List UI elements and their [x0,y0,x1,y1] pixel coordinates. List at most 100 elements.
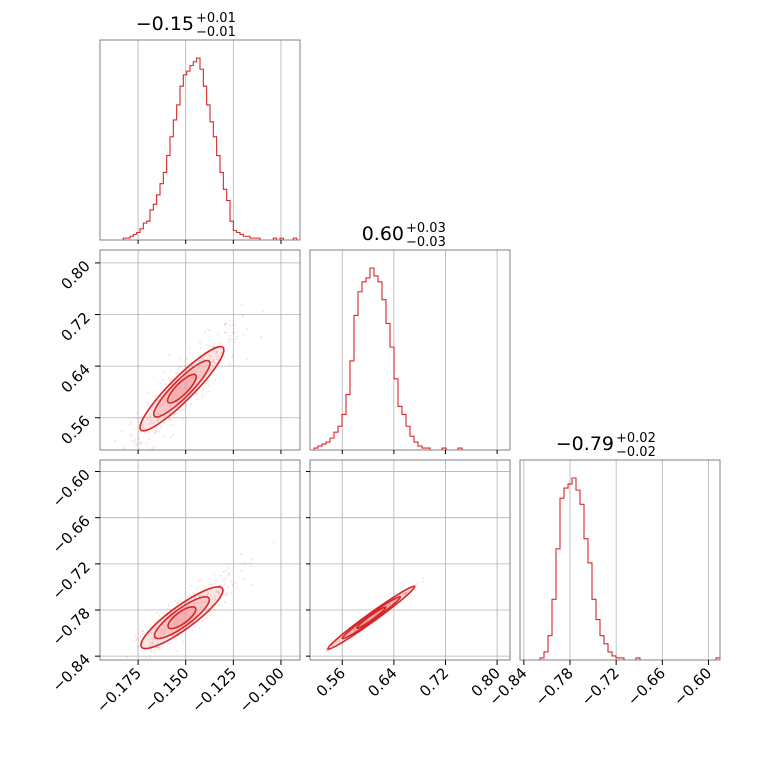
sample-point [196,398,199,401]
sample-point [155,426,158,429]
sample-point [167,618,170,621]
sample-point [136,443,139,446]
sample-point [404,591,407,594]
sample-point [167,376,170,379]
sample-point [138,447,141,450]
sample-point [334,642,337,645]
sample-point [178,627,181,630]
sample-point [125,655,128,658]
sample-point [190,618,193,621]
sample-point [198,626,201,629]
sample-point [207,390,210,393]
sample-point [186,595,189,598]
sample-point [185,358,188,361]
sample-point [137,437,140,440]
sample-point [153,432,156,435]
sample-point [218,584,221,587]
sample-point [388,603,391,606]
sample-point [204,601,207,604]
sample-point [395,598,398,601]
sample-point [113,665,115,667]
sample-point [233,331,236,334]
sample-point [135,453,137,455]
sample-point [354,627,357,630]
sample-point [213,352,216,355]
sample-point [179,357,182,360]
sample-point [153,628,156,631]
sample-point [198,341,201,344]
sample-point [228,573,231,576]
sample-point [404,593,407,596]
histogram-2 [520,477,720,660]
sample-point [348,631,351,634]
sample-point [157,647,160,650]
sample-point [160,628,163,631]
sample-point [193,615,196,618]
sample-point [348,631,351,634]
sample-point [150,644,153,647]
sample-point [223,331,226,334]
sample-point [202,600,205,603]
sample-point [388,603,391,606]
sample-point [134,639,137,642]
sample-point [386,605,389,608]
sample-point [405,592,408,595]
sample-point [150,637,153,640]
sample-point [139,667,141,669]
sample-point [151,641,154,644]
sample-point [203,358,206,361]
sample-point [213,608,216,611]
sample-point [159,382,162,385]
sample-point [160,395,163,398]
sample-point [208,583,211,586]
sample-point [213,342,216,345]
sample-point [225,592,228,595]
sample-point [405,591,408,594]
sample-point [175,649,178,652]
sample-point [126,464,128,466]
sample-point [149,648,152,651]
sample-point [154,626,157,629]
x-tick-label: −0.150 [141,664,193,716]
sample-point [388,603,391,606]
sample-point [195,392,198,395]
sample-point [272,541,275,544]
sample-point [351,630,354,633]
sample-point [159,631,162,634]
sample-point [199,579,202,582]
sample-point [222,580,225,583]
sample-point [335,641,338,644]
sample-point [385,605,388,608]
sample-point [190,370,193,373]
sample-point [164,399,167,402]
sample-point [174,412,177,415]
sample-point [155,429,158,432]
sample-point [193,600,196,603]
sample-point [146,403,149,406]
sample-point [349,631,352,634]
sample-point [337,640,340,643]
sample-point [193,625,196,628]
sample-point [144,428,147,431]
sample-point [211,601,214,604]
sample-point [210,589,213,592]
title-plus-2: +0.02 [616,431,656,446]
sample-point [168,412,171,415]
sample-point [230,338,233,341]
sample-point [178,599,181,602]
pair-panel-0 [114,303,264,466]
sample-point [181,418,184,421]
sample-point [223,323,226,326]
sample-point [191,628,194,631]
sample-point [212,360,215,363]
sample-point [159,413,162,416]
sample-point [331,643,334,646]
sample-point [163,399,166,402]
sample-point [336,641,339,644]
sample-point [207,591,210,594]
sample-point [204,361,207,364]
sample-point [169,419,172,422]
sample-point [212,597,215,600]
sample-point [120,430,123,433]
